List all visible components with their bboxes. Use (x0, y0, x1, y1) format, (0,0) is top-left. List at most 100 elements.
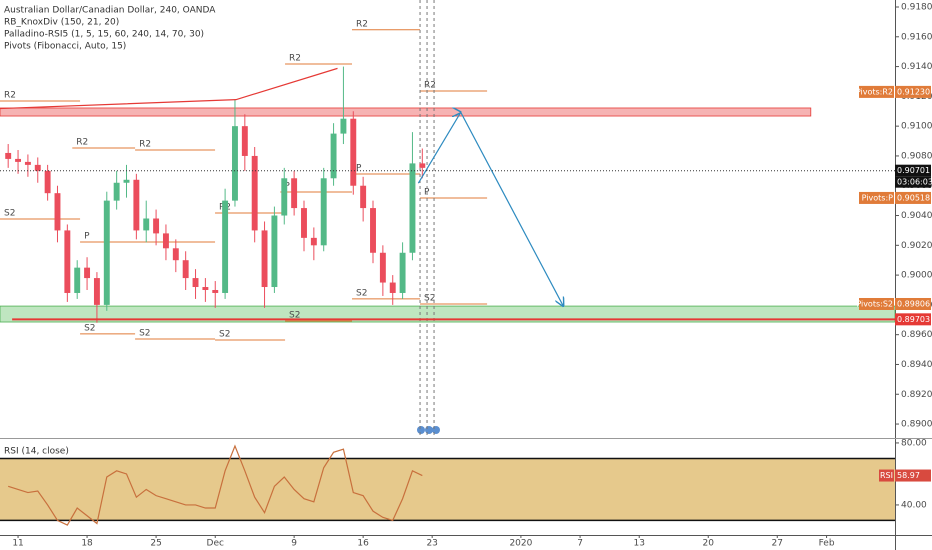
candle-body (172, 248, 179, 261)
candle-body (301, 208, 307, 238)
rsi-band (0, 458, 895, 521)
price-tag (895, 85, 931, 98)
rsi-line (8, 444, 423, 526)
candle-body (74, 267, 81, 293)
candle-body (222, 200, 229, 293)
candle-body (212, 289, 219, 293)
pivot-label: S2 (289, 310, 300, 320)
candle-body (103, 200, 110, 305)
pivot-label: P (284, 181, 290, 191)
candle-body (370, 208, 376, 253)
candle-body (409, 163, 416, 253)
price-tag (895, 164, 931, 177)
event-icon[interactable] (432, 426, 440, 434)
candle-body (192, 278, 199, 288)
indicator-legend: Pivots (Fibonacci, Auto, 15) (4, 42, 126, 52)
candle-body (113, 182, 120, 201)
x-tick-label: 7 (577, 539, 583, 549)
candle-body (320, 178, 327, 246)
x-tick-label: 25 (150, 539, 161, 549)
candle-body (182, 260, 189, 279)
chart-title: Australian Dollar/Canadian Dollar, 240, … (4, 6, 216, 16)
candle-body (84, 267, 91, 279)
rsi-tag-label-box (879, 469, 894, 482)
pivot-label: S2 (4, 208, 15, 218)
candle-body (123, 179, 130, 183)
y-tick-label: 80.00 (901, 438, 927, 448)
x-tick-label: 23 (426, 539, 437, 549)
candle-body (5, 152, 12, 159)
candle-body (350, 118, 357, 186)
candle-body (202, 287, 209, 290)
event-icon[interactable] (417, 426, 425, 434)
pivot-label: R2 (289, 54, 301, 64)
candle-body (24, 161, 31, 165)
countdown-box (895, 176, 931, 188)
price-tag-value: 0.89703 (897, 315, 930, 324)
price-tag-label-box (859, 191, 894, 204)
rsi-tag-value: 58.97 (897, 471, 920, 480)
pivot-label: S2 (219, 330, 230, 340)
pivot-label: P (356, 163, 362, 173)
price-tag-label-box (859, 85, 894, 98)
x-tick-label: Feb (819, 539, 835, 549)
price-tag-label: Pivots:P (862, 193, 894, 202)
candle-body (133, 179, 140, 231)
x-tick-label: 20 (703, 539, 715, 549)
price-tag (895, 191, 931, 204)
price-tag-value: 0.90701 (897, 166, 930, 175)
pivot-label: S2 (84, 323, 95, 333)
pivot-label: R2 (4, 90, 16, 100)
x-tick-label: 18 (81, 539, 93, 549)
pivot-label: R2 (76, 138, 88, 148)
price-tag (895, 297, 931, 310)
x-tick-label: 11 (12, 539, 23, 549)
candle-body (232, 126, 238, 201)
candle-body (291, 178, 298, 209)
pivot-label: S2 (356, 288, 367, 298)
candle-body (271, 215, 278, 288)
price-tag-value: 0.89806 (897, 299, 930, 308)
event-icon[interactable] (425, 426, 433, 434)
price-tag-label-box (859, 297, 894, 310)
candle-body (34, 164, 41, 171)
price-tag-label: Pivots:S2 (856, 299, 893, 308)
candle-body (15, 158, 22, 162)
countdown: 03:06:03 (897, 178, 932, 187)
x-tick-label: 13 (634, 539, 645, 549)
x-tick-label: Dec (207, 539, 224, 549)
candle-body (340, 118, 347, 134)
projection-arrow (417, 112, 563, 306)
pivot-label: R2 (139, 139, 151, 149)
candle-body (379, 252, 386, 283)
price-tag-value: 0.90518 (897, 193, 930, 202)
rsi-tag (895, 469, 931, 482)
candle-body (241, 126, 248, 156)
price-tag-value: 0.91230 (897, 87, 930, 96)
candle-body (64, 230, 71, 293)
pivot-label: R2 (356, 19, 368, 29)
rsi-title: RSI (14, close) (4, 447, 69, 457)
candle-body (360, 185, 367, 209)
candle-body (281, 178, 288, 216)
price-tag (895, 313, 931, 326)
price-tag-label: Pivots:R2 (856, 87, 893, 96)
x-tick-label: 2020 (509, 539, 532, 549)
candle-body (389, 282, 396, 293)
pivot-label: P (84, 232, 90, 242)
pivot-label: S2 (424, 293, 435, 303)
candle-body (261, 230, 268, 288)
candle-body (251, 155, 258, 231)
pivot-label: R2 (424, 81, 436, 91)
